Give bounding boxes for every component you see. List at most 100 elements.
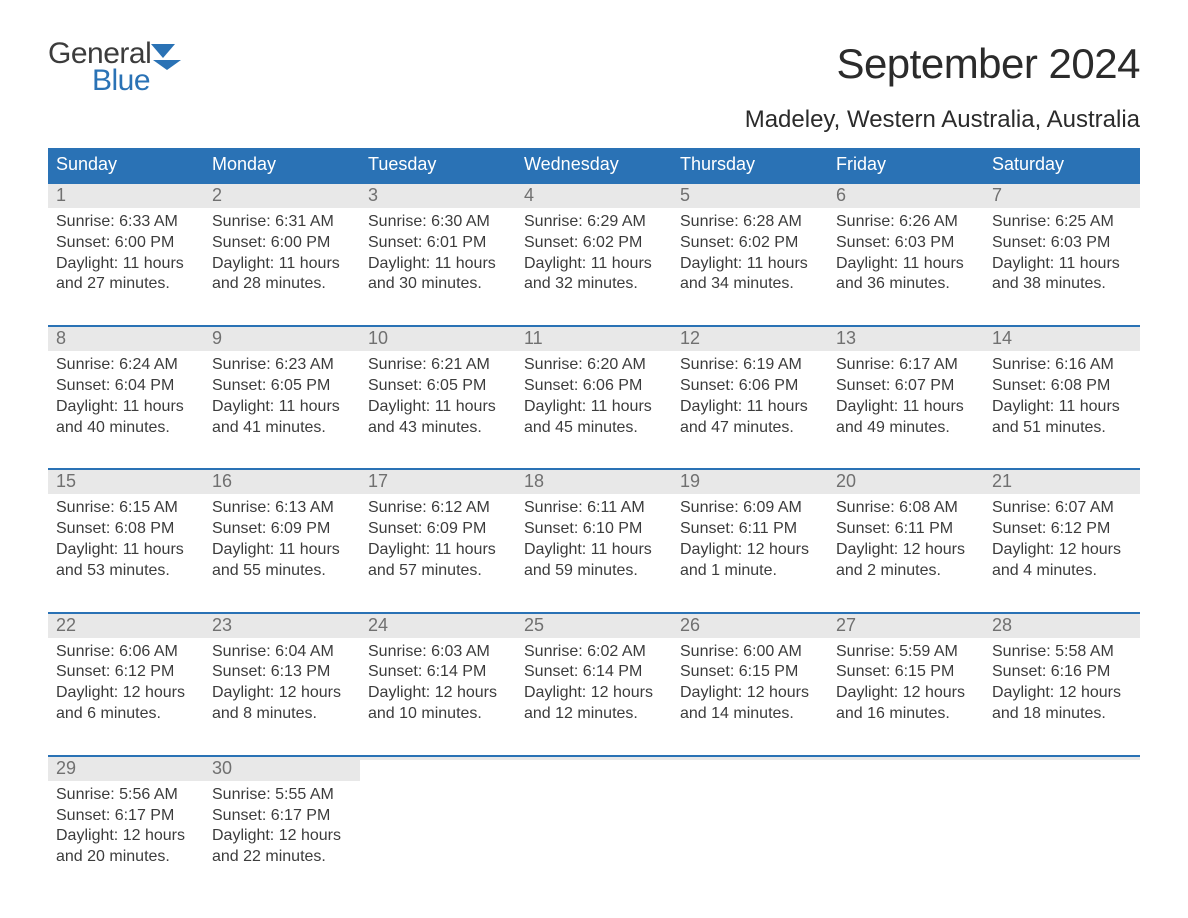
- day-cell: 10Sunrise: 6:21 AMSunset: 6:05 PMDayligh…: [360, 327, 516, 442]
- day-d2: and 57 minutes.: [368, 561, 508, 582]
- day-body: Sunrise: 6:06 AMSunset: 6:12 PMDaylight:…: [48, 638, 204, 729]
- day-d1: Daylight: 11 hours: [56, 254, 196, 275]
- day-sunrise: Sunrise: 6:17 AM: [836, 355, 976, 376]
- day-cell: 9Sunrise: 6:23 AMSunset: 6:05 PMDaylight…: [204, 327, 360, 442]
- day-sunrise: Sunrise: 6:31 AM: [212, 212, 352, 233]
- day-sunset: Sunset: 6:15 PM: [680, 662, 820, 683]
- day-cell: 19Sunrise: 6:09 AMSunset: 6:11 PMDayligh…: [672, 470, 828, 585]
- day-cell: 4Sunrise: 6:29 AMSunset: 6:02 PMDaylight…: [516, 184, 672, 299]
- day-number: 27: [828, 614, 984, 638]
- day-sunrise: Sunrise: 6:25 AM: [992, 212, 1132, 233]
- day-number: 15: [48, 470, 204, 494]
- day-cell: 8Sunrise: 6:24 AMSunset: 6:04 PMDaylight…: [48, 327, 204, 442]
- day-number: 11: [516, 327, 672, 351]
- day-cell: 22Sunrise: 6:06 AMSunset: 6:12 PMDayligh…: [48, 614, 204, 729]
- day-body: Sunrise: 6:21 AMSunset: 6:05 PMDaylight:…: [360, 351, 516, 442]
- day-number: 16: [204, 470, 360, 494]
- day-d1: Daylight: 11 hours: [56, 540, 196, 561]
- day-number: 14: [984, 327, 1140, 351]
- day-sunset: Sunset: 6:00 PM: [212, 233, 352, 254]
- day-body: Sunrise: 6:29 AMSunset: 6:02 PMDaylight:…: [516, 208, 672, 299]
- day-body: Sunrise: 6:28 AMSunset: 6:02 PMDaylight:…: [672, 208, 828, 299]
- day-sunset: Sunset: 6:15 PM: [836, 662, 976, 683]
- day-sunset: Sunset: 6:02 PM: [680, 233, 820, 254]
- calendar-table: Sunday Monday Tuesday Wednesday Thursday…: [48, 148, 1140, 872]
- day-cell: 20Sunrise: 6:08 AMSunset: 6:11 PMDayligh…: [828, 470, 984, 585]
- day-sunset: Sunset: 6:08 PM: [56, 519, 196, 540]
- day-sunrise: Sunrise: 6:04 AM: [212, 642, 352, 663]
- day-cell: [984, 757, 1140, 872]
- day-d2: and 14 minutes.: [680, 704, 820, 725]
- day-number: 26: [672, 614, 828, 638]
- day-d2: and 27 minutes.: [56, 274, 196, 295]
- day-d2: and 59 minutes.: [524, 561, 664, 582]
- day-d1: Daylight: 12 hours: [368, 683, 508, 704]
- day-number: 20: [828, 470, 984, 494]
- day-number: 30: [204, 757, 360, 781]
- day-sunset: Sunset: 6:00 PM: [56, 233, 196, 254]
- day-body: Sunrise: 6:25 AMSunset: 6:03 PMDaylight:…: [984, 208, 1140, 299]
- day-sunrise: Sunrise: 6:12 AM: [368, 498, 508, 519]
- day-sunset: Sunset: 6:10 PM: [524, 519, 664, 540]
- day-number: 24: [360, 614, 516, 638]
- day-d2: and 12 minutes.: [524, 704, 664, 725]
- day-body: Sunrise: 6:08 AMSunset: 6:11 PMDaylight:…: [828, 494, 984, 585]
- day-sunrise: Sunrise: 5:58 AM: [992, 642, 1132, 663]
- day-sunset: Sunset: 6:13 PM: [212, 662, 352, 683]
- day-body: Sunrise: 5:55 AMSunset: 6:17 PMDaylight:…: [204, 781, 360, 872]
- day-d1: Daylight: 12 hours: [56, 826, 196, 847]
- day-cell: 23Sunrise: 6:04 AMSunset: 6:13 PMDayligh…: [204, 614, 360, 729]
- day-d1: Daylight: 11 hours: [368, 540, 508, 561]
- day-cell: 16Sunrise: 6:13 AMSunset: 6:09 PMDayligh…: [204, 470, 360, 585]
- day-d2: and 16 minutes.: [836, 704, 976, 725]
- day-sunrise: Sunrise: 6:21 AM: [368, 355, 508, 376]
- day-number: 7: [984, 184, 1140, 208]
- day-body: Sunrise: 6:00 AMSunset: 6:15 PMDaylight:…: [672, 638, 828, 729]
- day-d1: Daylight: 11 hours: [680, 397, 820, 418]
- day-body: Sunrise: 6:03 AMSunset: 6:14 PMDaylight:…: [360, 638, 516, 729]
- day-d1: Daylight: 11 hours: [992, 397, 1132, 418]
- day-d1: Daylight: 12 hours: [212, 826, 352, 847]
- day-d1: Daylight: 11 hours: [212, 397, 352, 418]
- day-sunset: Sunset: 6:02 PM: [524, 233, 664, 254]
- day-sunrise: Sunrise: 6:26 AM: [836, 212, 976, 233]
- day-body: Sunrise: 6:12 AMSunset: 6:09 PMDaylight:…: [360, 494, 516, 585]
- day-sunrise: Sunrise: 6:02 AM: [524, 642, 664, 663]
- day-d1: Daylight: 11 hours: [212, 254, 352, 275]
- day-body: Sunrise: 6:04 AMSunset: 6:13 PMDaylight:…: [204, 638, 360, 729]
- day-number: 19: [672, 470, 828, 494]
- day-number: 10: [360, 327, 516, 351]
- day-body: Sunrise: 5:59 AMSunset: 6:15 PMDaylight:…: [828, 638, 984, 729]
- day-d1: Daylight: 11 hours: [524, 254, 664, 275]
- day-body: Sunrise: 6:02 AMSunset: 6:14 PMDaylight:…: [516, 638, 672, 729]
- day-number: 5: [672, 184, 828, 208]
- logo-word-blue: Blue: [48, 67, 151, 96]
- day-cell: 6Sunrise: 6:26 AMSunset: 6:03 PMDaylight…: [828, 184, 984, 299]
- day-sunset: Sunset: 6:17 PM: [212, 806, 352, 827]
- month-title: September 2024: [745, 40, 1140, 88]
- weekday-header: Monday: [204, 148, 360, 182]
- day-number: 1: [48, 184, 204, 208]
- day-sunrise: Sunrise: 6:20 AM: [524, 355, 664, 376]
- week-row: 15Sunrise: 6:15 AMSunset: 6:08 PMDayligh…: [48, 468, 1140, 585]
- day-cell: 3Sunrise: 6:30 AMSunset: 6:01 PMDaylight…: [360, 184, 516, 299]
- day-cell: 7Sunrise: 6:25 AMSunset: 6:03 PMDaylight…: [984, 184, 1140, 299]
- day-sunset: Sunset: 6:06 PM: [680, 376, 820, 397]
- day-sunrise: Sunrise: 5:55 AM: [212, 785, 352, 806]
- day-cell: 1Sunrise: 6:33 AMSunset: 6:00 PMDaylight…: [48, 184, 204, 299]
- day-cell: [828, 757, 984, 872]
- day-cell: 28Sunrise: 5:58 AMSunset: 6:16 PMDayligh…: [984, 614, 1140, 729]
- day-cell: 12Sunrise: 6:19 AMSunset: 6:06 PMDayligh…: [672, 327, 828, 442]
- day-body: Sunrise: 6:17 AMSunset: 6:07 PMDaylight:…: [828, 351, 984, 442]
- day-cell: 14Sunrise: 6:16 AMSunset: 6:08 PMDayligh…: [984, 327, 1140, 442]
- day-number: 12: [672, 327, 828, 351]
- day-d1: Daylight: 12 hours: [836, 683, 976, 704]
- day-sunrise: Sunrise: 6:06 AM: [56, 642, 196, 663]
- weekday-header: Thursday: [672, 148, 828, 182]
- day-cell: [516, 757, 672, 872]
- day-cell: 24Sunrise: 6:03 AMSunset: 6:14 PMDayligh…: [360, 614, 516, 729]
- day-sunset: Sunset: 6:16 PM: [992, 662, 1132, 683]
- day-d1: Daylight: 11 hours: [992, 254, 1132, 275]
- day-sunset: Sunset: 6:05 PM: [212, 376, 352, 397]
- day-sunset: Sunset: 6:03 PM: [992, 233, 1132, 254]
